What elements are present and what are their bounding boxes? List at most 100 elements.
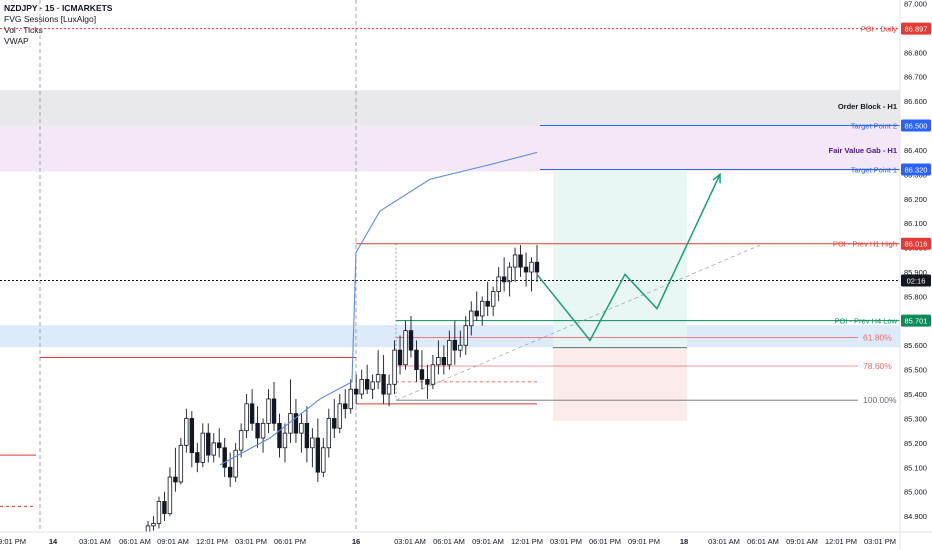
x-tick-label-21: 03:01 PM [864, 537, 896, 546]
candle[interactable] [271, 398, 277, 424]
price-tag-1[interactable] [901, 119, 931, 132]
candle[interactable] [315, 437, 321, 473]
candle[interactable] [238, 430, 244, 451]
candle[interactable] [534, 261, 540, 273]
price-tag-2[interactable] [901, 163, 931, 176]
candle[interactable] [227, 466, 233, 478]
x-tick-label-3: 06:01 AM [119, 537, 151, 546]
candle[interactable] [501, 276, 507, 283]
candle[interactable] [321, 447, 326, 473]
current-price-tag[interactable] [901, 274, 931, 287]
candle[interactable] [167, 476, 173, 515]
candle[interactable] [430, 364, 436, 385]
candle[interactable] [507, 266, 512, 283]
candle[interactable] [233, 449, 238, 478]
price-tag-0[interactable] [901, 22, 931, 35]
candle[interactable] [195, 452, 200, 463]
candle[interactable] [469, 310, 474, 327]
candle[interactable] [178, 444, 184, 483]
price-tag-label-3: 86.016 [905, 240, 928, 249]
candle[interactable] [463, 325, 468, 346]
candle[interactable] [189, 418, 195, 454]
candle[interactable] [217, 442, 222, 449]
x-tick-label-20: 12:01 PM [825, 537, 857, 546]
candle[interactable] [310, 437, 315, 449]
candle[interactable] [260, 422, 266, 439]
fib-label-0: 61.80% [863, 332, 892, 342]
candle[interactable] [397, 349, 403, 366]
y-tick-label-9: 85.800 [904, 292, 927, 301]
candle[interactable] [255, 422, 260, 439]
y-tick-label-17: 86.600 [904, 97, 927, 106]
chart-legend: NZDJPY · 15 · ICMARKETS FVG Sessions [Lu… [4, 3, 112, 47]
y-tick-label-19: 86.800 [904, 48, 927, 57]
x-tick-label-9: 03:01 AM [394, 537, 426, 546]
candle[interactable] [523, 266, 529, 273]
candle[interactable] [293, 413, 299, 434]
candle[interactable] [277, 422, 282, 449]
candle[interactable] [529, 261, 534, 273]
candle[interactable] [156, 501, 162, 524]
time-axis[interactable] [0, 532, 932, 550]
x-tick-label-7: 06:01 PM [274, 537, 306, 546]
candle[interactable] [425, 379, 430, 385]
candle[interactable] [480, 300, 485, 317]
candle[interactable] [266, 398, 271, 424]
candle[interactable] [375, 374, 381, 383]
candle[interactable] [441, 357, 447, 366]
indicator-volume[interactable]: Vol · Ticks [4, 25, 43, 35]
projection-path[interactable] [536, 174, 721, 342]
candle[interactable] [359, 379, 364, 395]
candle[interactable] [408, 330, 414, 351]
candle[interactable] [386, 383, 392, 395]
price-tag-4[interactable] [901, 314, 931, 327]
candle[interactable] [299, 422, 304, 434]
candle[interactable] [162, 501, 167, 515]
vwap-line[interactable] [219, 151, 538, 466]
candle[interactable] [332, 418, 337, 429]
candle[interactable] [512, 254, 518, 268]
candle[interactable] [419, 369, 425, 380]
candle[interactable] [173, 476, 178, 483]
candle[interactable] [184, 418, 189, 446]
candle[interactable] [343, 403, 348, 410]
zone-label-0: Order Block - H1 [838, 102, 897, 111]
symbol-title[interactable]: NZDJPY · 15 · ICMARKETS [4, 3, 113, 13]
y-tick-label-13: 86.200 [904, 195, 927, 204]
candle[interactable] [452, 339, 458, 351]
candle[interactable] [206, 432, 211, 456]
candle[interactable] [436, 357, 441, 366]
candle[interactable] [244, 403, 249, 432]
candle[interactable] [348, 388, 353, 410]
candle[interactable] [474, 310, 479, 317]
candle[interactable] [496, 276, 501, 292]
price-tag-3[interactable] [901, 237, 931, 250]
candle[interactable] [282, 432, 288, 449]
candle[interactable] [222, 447, 227, 468]
candle[interactable] [447, 339, 452, 366]
candle[interactable] [151, 523, 156, 527]
candle[interactable] [490, 291, 496, 307]
candle[interactable] [414, 349, 419, 371]
level-label-3: POI - Prev H1 High [833, 240, 897, 249]
candle[interactable] [518, 254, 523, 268]
candle[interactable] [200, 432, 205, 463]
candle[interactable] [337, 403, 342, 429]
candle[interactable] [249, 403, 255, 424]
candle[interactable] [458, 344, 463, 351]
candle[interactable] [326, 418, 332, 449]
current-price-countdown: 02:16 [907, 277, 926, 286]
candle[interactable] [364, 379, 370, 390]
candle[interactable] [403, 330, 408, 366]
y-tick-label-5: 85.400 [904, 390, 927, 399]
candle[interactable] [353, 388, 359, 395]
candle[interactable] [485, 300, 490, 307]
indicator-fvg[interactable]: FVG Sessions [LuxAlgo] [4, 14, 97, 24]
candle[interactable] [211, 442, 216, 456]
indicator-vwap[interactable]: VWAP [4, 36, 29, 46]
candle[interactable] [392, 349, 397, 385]
candle[interactable] [304, 422, 310, 449]
candle[interactable] [370, 381, 375, 390]
candle[interactable] [381, 374, 386, 395]
